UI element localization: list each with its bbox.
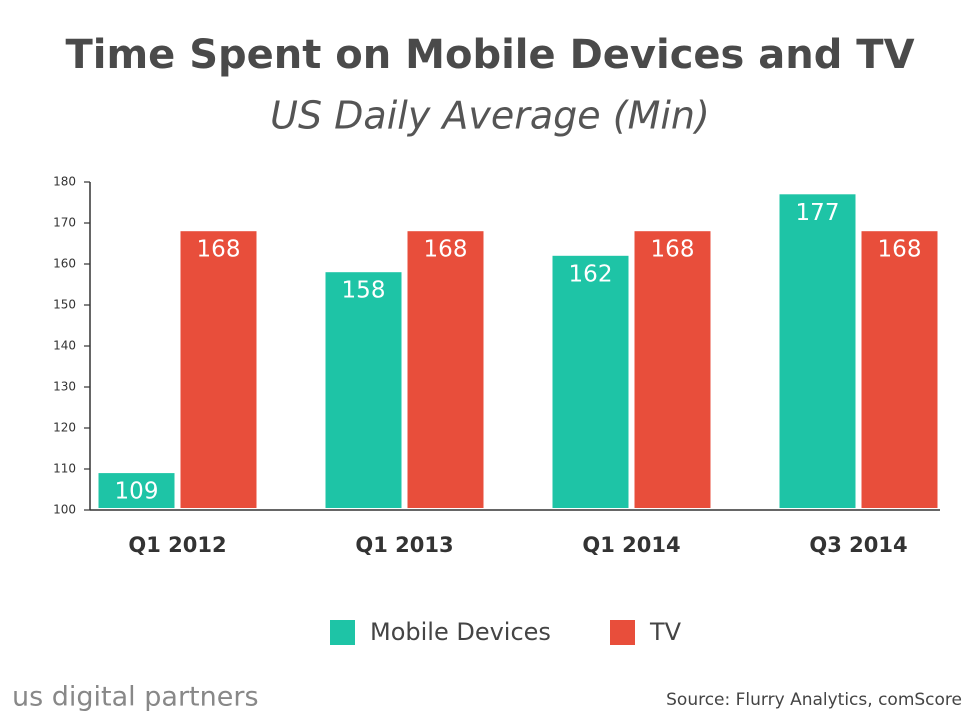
bar — [325, 272, 402, 508]
value-label: 109 — [115, 479, 159, 505]
value-label: 168 — [878, 237, 922, 263]
y-tick-label: 110 — [53, 462, 76, 476]
bar — [779, 194, 856, 509]
y-tick-label: 170 — [53, 216, 76, 230]
y-tick-label: 140 — [53, 339, 76, 353]
bar — [180, 231, 257, 508]
bar — [861, 231, 938, 508]
y-tick-label: 150 — [53, 298, 76, 312]
chart-title: Time Spent on Mobile Devices and TV — [65, 32, 914, 78]
legend-swatch — [610, 620, 635, 645]
bar — [634, 231, 711, 508]
brand: us digital partners — [12, 682, 259, 713]
value-label: 177 — [796, 200, 840, 226]
x-tick-label: Q1 2013 — [355, 533, 453, 557]
x-tick-label: Q1 2012 — [128, 533, 226, 557]
value-label: 168 — [424, 237, 468, 263]
legend-label: TV — [649, 618, 682, 646]
y-tick-label: 160 — [53, 257, 76, 271]
y-tick-label: 100 — [53, 503, 76, 517]
bar — [552, 255, 629, 508]
bar — [407, 231, 484, 508]
bar — [98, 473, 175, 508]
x-tick-label: Q1 2014 — [582, 533, 680, 557]
legend-swatch — [330, 620, 355, 645]
y-tick-label: 180 — [53, 175, 76, 189]
value-label: 158 — [342, 278, 386, 304]
source-note: Source: Flurry Analytics, comScore — [666, 690, 962, 710]
y-tick-label: 120 — [53, 421, 76, 435]
value-label: 168 — [197, 237, 241, 263]
x-tick-label: Q3 2014 — [809, 533, 907, 557]
value-label: 168 — [651, 237, 695, 263]
y-tick-label: 130 — [53, 380, 76, 394]
chart-subtitle: US Daily Average (Min) — [270, 94, 710, 138]
legend-label: Mobile Devices — [370, 618, 551, 646]
value-label: 162 — [569, 261, 613, 287]
